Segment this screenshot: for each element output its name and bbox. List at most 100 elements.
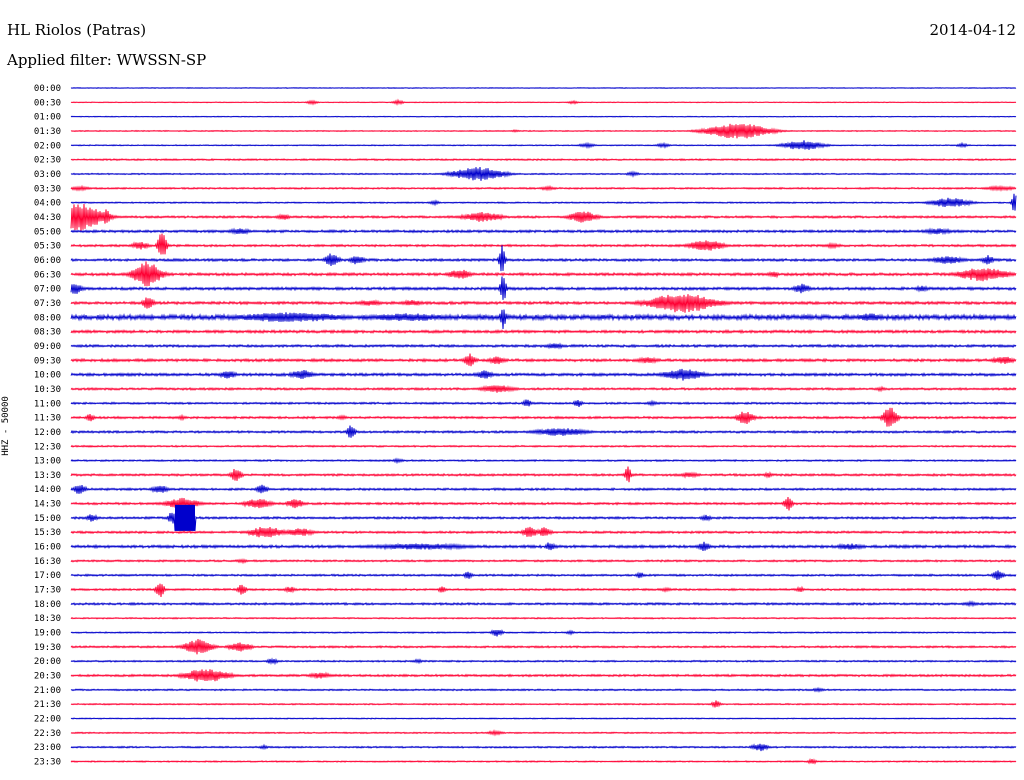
time-label: 14:30 bbox=[34, 500, 61, 510]
trace-line bbox=[70, 743, 1017, 752]
time-label: 22:00 bbox=[34, 715, 61, 725]
trace-line bbox=[70, 309, 1017, 330]
time-label: 17:30 bbox=[34, 586, 61, 596]
time-label: 05:00 bbox=[34, 227, 61, 237]
time-label: 21:30 bbox=[34, 700, 61, 710]
time-label: 04:00 bbox=[34, 199, 61, 209]
time-label: 13:30 bbox=[34, 471, 61, 481]
time-label: 20:00 bbox=[34, 657, 61, 667]
trace-line bbox=[70, 686, 1017, 693]
trace-line bbox=[70, 497, 1017, 511]
time-label: 22:30 bbox=[34, 729, 61, 739]
trace-line bbox=[70, 140, 1017, 150]
trace-line bbox=[70, 616, 1017, 620]
trace-line bbox=[70, 457, 1017, 465]
time-label: 03:00 bbox=[34, 170, 61, 180]
time-label: 05:30 bbox=[34, 242, 61, 252]
time-label: 12:00 bbox=[34, 428, 61, 438]
trace-line bbox=[70, 227, 1017, 236]
clipped-signal-block bbox=[175, 504, 195, 531]
trace-line bbox=[70, 444, 1017, 448]
trace-line bbox=[70, 123, 1017, 139]
time-label: 17:00 bbox=[34, 571, 61, 581]
time-label: 02:30 bbox=[34, 156, 61, 166]
trace-line bbox=[70, 166, 1017, 181]
time-label: 08:30 bbox=[34, 328, 61, 338]
trace-line bbox=[70, 541, 1017, 552]
trace-line bbox=[70, 657, 1017, 666]
trace-line bbox=[70, 700, 1017, 708]
trace-line bbox=[70, 466, 1017, 483]
trace-line bbox=[70, 717, 1017, 720]
filter-label: Applied filter: WWSSN-SP bbox=[7, 51, 207, 69]
trace-line bbox=[70, 233, 1017, 255]
time-label: 15:30 bbox=[34, 528, 61, 538]
trace-line bbox=[70, 115, 1017, 118]
time-label: 18:30 bbox=[34, 614, 61, 624]
trace-line bbox=[70, 570, 1017, 580]
time-label: 20:30 bbox=[34, 672, 61, 682]
station-title: HL Riolos (Patras) bbox=[7, 21, 147, 39]
date-label: 2014-04-12 bbox=[929, 21, 1016, 39]
trace-line bbox=[70, 757, 1017, 765]
trace-line bbox=[70, 384, 1017, 393]
time-label: 16:30 bbox=[34, 557, 61, 567]
trace-line bbox=[70, 368, 1017, 381]
time-label: 11:00 bbox=[34, 399, 61, 409]
trace-line bbox=[70, 583, 1017, 597]
trace-line bbox=[70, 294, 1017, 313]
time-label: 10:30 bbox=[34, 385, 61, 395]
time-label: 01:00 bbox=[34, 113, 61, 123]
time-label: 15:00 bbox=[34, 514, 61, 524]
trace-line bbox=[70, 203, 1017, 231]
time-label: 11:30 bbox=[34, 414, 61, 424]
time-label: 23:00 bbox=[34, 743, 61, 753]
time-label: 01:30 bbox=[34, 127, 61, 137]
time-label: 16:00 bbox=[34, 543, 61, 553]
trace-line bbox=[70, 193, 1017, 211]
trace-line bbox=[70, 669, 1017, 682]
time-label: 19:30 bbox=[34, 643, 61, 653]
trace-line bbox=[70, 484, 1017, 494]
trace-line bbox=[70, 261, 1017, 287]
time-label: 08:00 bbox=[34, 313, 61, 323]
trace-line bbox=[70, 629, 1017, 637]
time-label: 00:30 bbox=[34, 98, 61, 108]
trace-line bbox=[70, 98, 1017, 106]
trace-line bbox=[70, 558, 1017, 565]
trace-line bbox=[70, 407, 1017, 427]
trace-line bbox=[70, 526, 1017, 538]
trace-line bbox=[70, 342, 1017, 350]
trace-line bbox=[70, 328, 1017, 335]
time-label: 18:00 bbox=[34, 600, 61, 610]
trace-line bbox=[70, 729, 1017, 737]
time-label: 07:00 bbox=[34, 285, 61, 295]
time-label: 14:00 bbox=[34, 485, 61, 495]
trace-line bbox=[70, 399, 1017, 407]
trace-line bbox=[70, 638, 1017, 655]
trace-line bbox=[70, 86, 1017, 90]
time-label: 03:30 bbox=[34, 184, 61, 194]
trace-line bbox=[70, 157, 1017, 162]
time-label: 04:30 bbox=[34, 213, 61, 223]
time-label: 19:00 bbox=[34, 629, 61, 639]
time-label: 23:30 bbox=[34, 758, 61, 768]
trace-line bbox=[70, 276, 1017, 300]
time-label: 12:30 bbox=[34, 442, 61, 452]
time-label: 13:00 bbox=[34, 457, 61, 467]
time-label: 10:00 bbox=[34, 371, 61, 381]
trace-line bbox=[70, 245, 1017, 272]
time-label: 09:30 bbox=[34, 356, 61, 366]
time-label: 00:00 bbox=[34, 84, 61, 94]
trace-line bbox=[70, 184, 1017, 192]
time-label: 09:00 bbox=[34, 342, 61, 352]
time-label: 06:30 bbox=[34, 270, 61, 280]
trace-line bbox=[70, 425, 1017, 438]
trace-line bbox=[70, 504, 1017, 531]
time-label: 06:00 bbox=[34, 256, 61, 266]
trace-line bbox=[70, 353, 1017, 367]
trace-line bbox=[70, 600, 1017, 608]
time-label: 02:00 bbox=[34, 141, 61, 151]
time-label: 07:30 bbox=[34, 299, 61, 309]
time-label: 21:00 bbox=[34, 686, 61, 696]
